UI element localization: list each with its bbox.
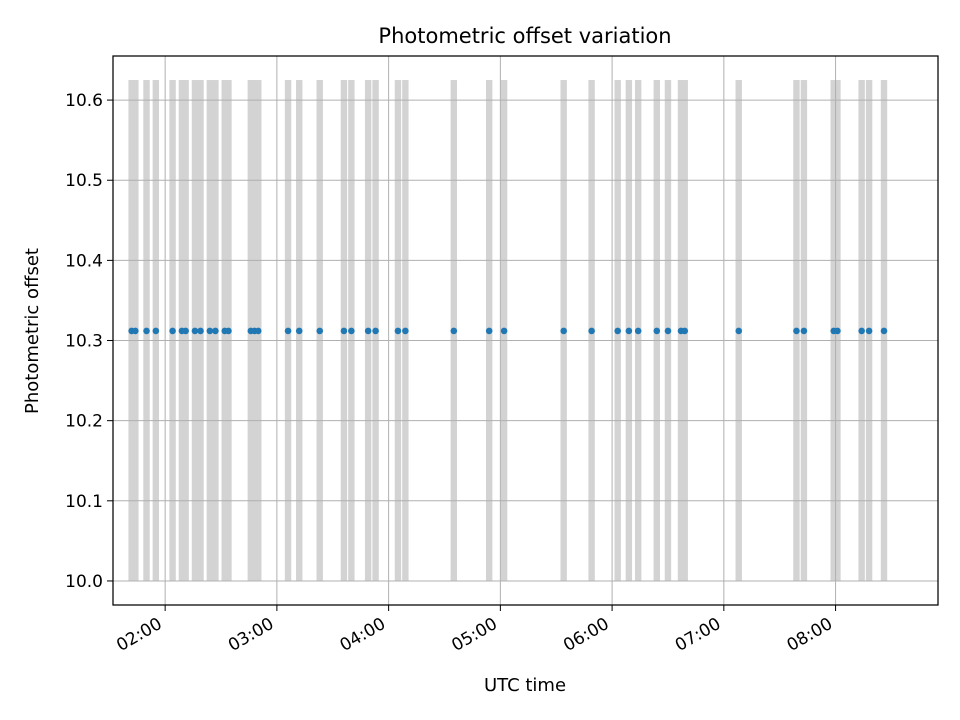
y-tick-label-7: 10.6	[65, 91, 103, 111]
data-point-30	[588, 327, 595, 335]
data-point-5	[169, 327, 176, 335]
data-point-27	[485, 327, 493, 335]
data-point-25	[402, 327, 409, 335]
data-point-33	[634, 327, 642, 335]
data-point-26	[450, 327, 458, 335]
data-point-20	[340, 327, 348, 335]
data-point-3	[143, 327, 150, 335]
data-point-10	[206, 327, 214, 335]
data-point-7	[182, 327, 189, 335]
data-point-37	[681, 327, 689, 335]
data-point-11	[212, 327, 219, 335]
data-point-34	[653, 327, 661, 335]
y-tick-label-6: 10.5	[65, 171, 103, 191]
data-point-24	[394, 327, 402, 335]
x-axis-label: UTC time	[484, 675, 566, 696]
y-tick-label-3: 10.2	[65, 412, 103, 432]
data-point-18	[295, 327, 303, 335]
data-point-45	[880, 327, 888, 335]
data-point-13	[225, 327, 232, 335]
data-point-8	[191, 327, 199, 335]
data-point-17	[284, 327, 292, 335]
y-tick-label-2: 10.1	[65, 492, 103, 512]
data-point-23	[372, 327, 379, 335]
data-point-21	[348, 327, 355, 335]
data-point-28	[500, 327, 508, 335]
data-point-29	[560, 327, 567, 335]
data-point-39	[793, 327, 800, 335]
data-point-4	[152, 327, 160, 335]
plot-frame	[112, 55, 939, 606]
y-tick-label-5: 10.4	[65, 251, 103, 271]
y-axis-ticks: 10.0 10.1 10.2 10.3 10.4 10.5 10.6	[65, 91, 113, 592]
data-point-43	[858, 327, 865, 335]
data-point-16	[254, 327, 262, 335]
data-point-32	[625, 327, 633, 335]
data-point-38	[735, 327, 743, 335]
data-point-42	[834, 327, 841, 335]
y-tick-label-4: 10.3	[65, 332, 103, 352]
data-points	[128, 327, 888, 335]
y-axis-label: Photometric offset	[22, 248, 43, 414]
data-point-9	[197, 327, 204, 335]
data-point-19	[316, 327, 324, 335]
data-point-40	[800, 327, 808, 335]
data-point-31	[614, 327, 621, 335]
chart-title: Photometric offset variation	[378, 24, 671, 48]
data-point-44	[865, 327, 873, 335]
data-point-22	[364, 327, 372, 335]
data-point-35	[664, 327, 672, 335]
y-tick-label-1: 10.0	[65, 572, 103, 592]
data-point-2	[132, 327, 139, 335]
